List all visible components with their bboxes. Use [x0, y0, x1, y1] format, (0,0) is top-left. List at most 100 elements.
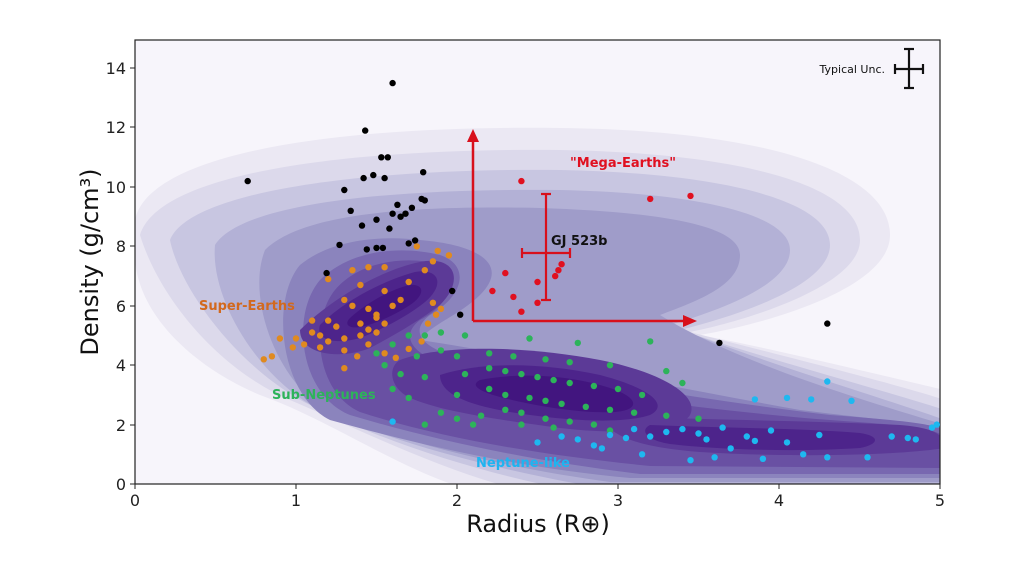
data-point: [687, 192, 694, 200]
data-point: [421, 332, 428, 339]
data-point: [582, 403, 589, 410]
data-point: [555, 267, 562, 274]
data-point: [437, 305, 445, 312]
data-point: [550, 376, 557, 384]
data-point: [550, 424, 557, 431]
data-point: [453, 415, 461, 422]
data-point: [432, 311, 440, 318]
data-point: [453, 353, 461, 360]
data-point: [606, 431, 614, 439]
data-point: [389, 341, 396, 348]
x-tick-label: 3: [613, 491, 623, 510]
data-point: [574, 339, 581, 347]
data-point: [518, 370, 525, 378]
data-point: [590, 382, 598, 390]
data-point: [486, 350, 493, 357]
data-point: [260, 356, 267, 363]
axes-frame: [134, 39, 941, 485]
data-point: [534, 278, 541, 286]
kde-contours: [135, 127, 940, 484]
data-point: [622, 434, 630, 442]
data-point: [663, 367, 670, 375]
label-neptune-like: Neptune-like: [476, 456, 570, 471]
data-point: [719, 424, 726, 431]
y-tick-label: 0: [116, 475, 126, 494]
data-point: [928, 424, 936, 431]
data-point: [405, 332, 412, 339]
data-point: [904, 434, 911, 442]
data-point: [308, 329, 316, 336]
data-point: [365, 326, 372, 333]
data-point: [341, 365, 348, 372]
data-point: [502, 391, 509, 399]
x-tick-label: 2: [452, 491, 462, 510]
data-point: [341, 296, 348, 304]
data-point: [373, 216, 380, 223]
data-point: [526, 335, 533, 342]
data-point: [534, 439, 541, 446]
data-point: [244, 177, 251, 185]
data-point: [421, 373, 428, 381]
data-point: [341, 335, 348, 342]
data-point: [647, 195, 654, 203]
data-point: [379, 244, 387, 252]
data-point: [405, 278, 412, 286]
data-point: [614, 385, 622, 393]
data-point: [695, 430, 702, 437]
data-point: [300, 341, 308, 348]
data-point: [405, 394, 412, 402]
y-axis: 0 2 4 6 8 10 12 14 Density (g/cm³): [76, 59, 135, 494]
data-point: [333, 323, 340, 330]
data-point: [518, 409, 525, 416]
data-point: [743, 433, 750, 440]
data-point: [687, 457, 694, 464]
data-point: [381, 174, 388, 182]
data-point: [357, 320, 364, 327]
data-point: [469, 421, 477, 428]
data-point: [413, 243, 420, 250]
data-point: [421, 197, 428, 204]
data-point: [912, 436, 919, 443]
data-point: [534, 299, 541, 306]
data-point: [502, 367, 509, 375]
label-sub-neptunes: Sub-Neptunes: [272, 388, 376, 403]
data-point: [566, 359, 573, 366]
data-point: [566, 379, 573, 387]
data-point: [558, 261, 565, 268]
data-point: [783, 439, 791, 446]
y-tick-label: 4: [116, 356, 126, 375]
data-point: [502, 406, 509, 413]
typical-unc-label: Typical Unc.: [819, 63, 885, 76]
data-point: [360, 174, 367, 182]
data-point: [638, 391, 646, 399]
data-point: [341, 186, 348, 194]
data-point: [389, 302, 396, 309]
data-point: [389, 385, 396, 393]
data-point: [703, 436, 710, 443]
data-point: [590, 442, 598, 449]
data-point: [461, 332, 469, 339]
data-point: [606, 427, 614, 434]
data-point: [413, 353, 420, 360]
data-point: [349, 267, 356, 274]
data-point: [526, 394, 533, 402]
label-super-earths: Super-Earths: [199, 299, 295, 314]
data-point: [824, 320, 831, 327]
data-point: [518, 421, 525, 428]
y-tick-label: 12: [106, 118, 126, 137]
data-point: [373, 244, 380, 252]
data-point: [347, 207, 354, 214]
data-point: [542, 415, 549, 422]
data-point: [663, 428, 670, 436]
data-point: [381, 362, 388, 369]
data-point: [325, 338, 332, 345]
data-point: [445, 252, 453, 259]
data-point: [363, 246, 370, 253]
data-point: [457, 311, 464, 318]
data-point: [381, 350, 388, 357]
data-point: [341, 347, 348, 354]
x-axis-label: Radius (R⊕): [466, 510, 610, 538]
typical-uncertainty-marker: Typical Unc.: [819, 47, 925, 90]
data-point: [542, 356, 549, 363]
data-point: [679, 379, 686, 387]
